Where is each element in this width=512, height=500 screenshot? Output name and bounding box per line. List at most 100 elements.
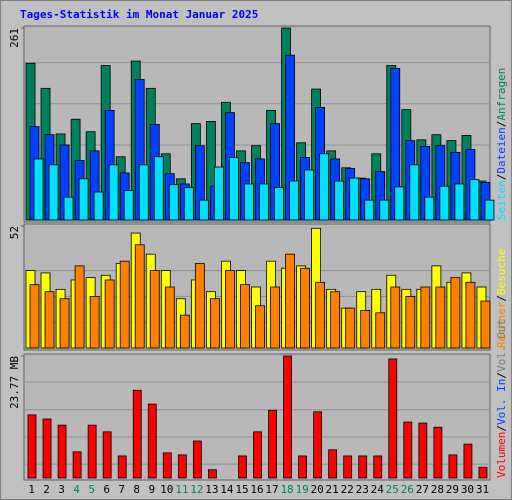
bar	[330, 291, 341, 349]
bar	[394, 186, 405, 221]
x-tick-label: 16	[250, 483, 263, 496]
bar	[274, 187, 284, 221]
x-tick-label: 2	[43, 483, 50, 496]
bar	[409, 164, 420, 221]
bar	[123, 190, 134, 221]
bar	[379, 199, 390, 221]
bar	[244, 183, 254, 221]
legend-entry: Volumen	[495, 432, 508, 478]
bar	[285, 253, 295, 349]
bar	[268, 409, 277, 479]
bar	[63, 196, 74, 221]
legend-separator: /	[495, 174, 508, 181]
bar	[44, 291, 55, 349]
legend-separator: /	[495, 425, 508, 432]
y-tick-label: 23.77 MB	[8, 356, 21, 409]
bar	[334, 180, 345, 221]
bar	[328, 449, 338, 479]
legend: Rechner/Besuche	[495, 249, 508, 348]
x-tick-label: 29	[446, 483, 459, 496]
bar	[93, 191, 104, 221]
bar	[179, 314, 190, 349]
bar	[162, 452, 172, 479]
bar	[27, 414, 37, 479]
bar	[420, 286, 431, 349]
legend-entry: Dateien	[495, 127, 508, 173]
x-tick-label: 21	[326, 483, 339, 496]
bar	[364, 199, 375, 221]
bar	[225, 270, 235, 349]
bar	[42, 418, 52, 479]
bar	[72, 451, 82, 479]
bar	[138, 164, 149, 221]
chart-title: Tages-Statistik im Monat Januar 2025	[20, 8, 258, 21]
bar	[405, 295, 416, 349]
bar	[304, 169, 314, 221]
legend-separator: /	[495, 372, 508, 379]
x-tick-label: 20	[311, 483, 324, 496]
bar	[315, 281, 326, 349]
x-tick-label: 5	[88, 483, 95, 496]
x-tick-label: 30	[461, 483, 474, 496]
bar	[198, 199, 209, 221]
bar	[164, 286, 175, 349]
x-tick-label: 6	[103, 483, 110, 496]
bar	[194, 263, 205, 349]
y-tick-label: 261	[8, 28, 21, 48]
x-tick-label: 11	[175, 483, 188, 496]
bar	[454, 183, 465, 221]
legend-entry: Anfragen	[495, 68, 508, 121]
x-tick-label: 25	[386, 483, 399, 496]
bar	[439, 185, 450, 221]
x-tick-label: 27	[416, 483, 429, 496]
x-tick-label: 9	[148, 483, 155, 496]
bar	[74, 265, 85, 349]
bar	[59, 298, 70, 349]
x-tick-label: 22	[341, 483, 354, 496]
bar	[298, 455, 307, 479]
legend-separator: /	[495, 295, 508, 302]
bar	[33, 158, 44, 221]
bar	[480, 300, 491, 349]
bar	[48, 164, 59, 221]
bar	[270, 286, 280, 349]
bar	[373, 455, 383, 479]
bar	[229, 157, 239, 221]
bar	[403, 421, 413, 479]
bar	[183, 187, 194, 221]
bar	[418, 422, 428, 479]
legend-separator: /	[495, 121, 508, 128]
x-tick-label: 24	[371, 483, 385, 496]
bar	[463, 443, 473, 479]
bar	[57, 424, 67, 479]
bar	[484, 199, 495, 221]
bar	[108, 164, 119, 221]
legend-entry: Vol. In	[495, 379, 508, 425]
bar	[149, 270, 160, 349]
bar	[78, 178, 89, 221]
bar	[119, 260, 130, 349]
bar	[147, 403, 157, 479]
bar	[177, 454, 187, 479]
bar	[433, 426, 443, 479]
bar	[29, 284, 40, 349]
bar	[89, 295, 100, 349]
bar	[450, 277, 461, 349]
legend-entry: Vol. Out	[495, 319, 508, 372]
x-tick-label: 12	[190, 483, 203, 496]
x-tick-label: 3	[58, 483, 65, 496]
bar	[192, 440, 202, 479]
x-tick-label: 23	[356, 483, 369, 496]
bar	[87, 424, 97, 479]
bar	[102, 431, 112, 479]
x-tick-label: 26	[401, 483, 414, 496]
bar	[259, 183, 269, 221]
x-tick-label: 28	[431, 483, 444, 496]
bar	[345, 307, 356, 349]
x-tick-label: 17	[265, 483, 278, 496]
bar	[209, 298, 220, 349]
bar	[253, 431, 262, 479]
legend-entry: Rechner	[495, 301, 508, 348]
x-tick-label: 8	[133, 483, 140, 496]
